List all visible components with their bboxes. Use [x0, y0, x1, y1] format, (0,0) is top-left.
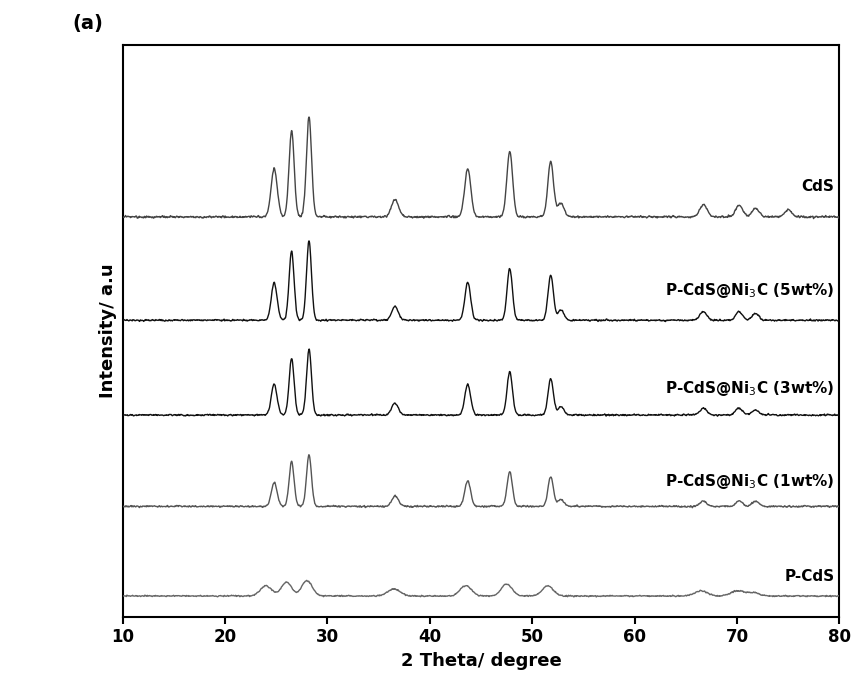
Text: P-CdS@Ni$_3$C (5wt%): P-CdS@Ni$_3$C (5wt%) [665, 281, 834, 299]
Text: (a): (a) [73, 14, 103, 33]
Text: P-CdS@Ni$_3$C (1wt%): P-CdS@Ni$_3$C (1wt%) [665, 472, 834, 491]
Text: P-CdS@Ni$_3$C (3wt%): P-CdS@Ni$_3$C (3wt%) [665, 379, 834, 398]
Text: P-CdS: P-CdS [785, 569, 834, 584]
Text: CdS: CdS [802, 179, 834, 195]
Y-axis label: Intensity/ a.u: Intensity/ a.u [99, 263, 117, 398]
X-axis label: 2 Theta/ degree: 2 Theta/ degree [401, 652, 561, 670]
